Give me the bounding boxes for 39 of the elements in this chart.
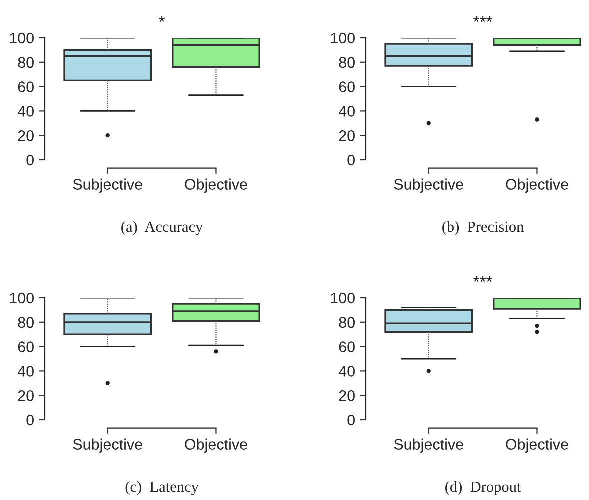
y-tick-label: 40 <box>18 366 34 377</box>
y-tick-label: 100 <box>331 292 355 304</box>
y-tick-label: 80 <box>18 57 34 68</box>
x-tick-label: Objective <box>185 178 248 193</box>
y-tick-label: 0 <box>348 154 355 166</box>
y-tick-label: 0 <box>348 414 355 426</box>
y-tick-label: 60 <box>339 342 355 352</box>
text: (a) Accuracy <box>122 221 204 236</box>
y-tick-label: 20 <box>18 130 34 142</box>
y-tick-label: 40 <box>18 106 34 117</box>
y-tick-label: 80 <box>339 57 355 68</box>
y-tick-label: 0 <box>26 414 34 426</box>
x-tick-label: Subjective <box>394 438 464 453</box>
x-tick-label: Objective <box>506 438 568 453</box>
y-tick-label: 60 <box>18 342 34 352</box>
y-tick-label: 60 <box>18 82 34 92</box>
x-tick-label: Objective <box>506 178 568 193</box>
y-tick-label: 100 <box>331 32 355 44</box>
x-tick-label: Subjective <box>394 178 464 193</box>
x-tick-label: Objective <box>185 438 248 453</box>
x-tick-label: Subjective <box>73 178 142 193</box>
y-tick-label: 100 <box>10 292 34 304</box>
y-tick-label: 60 <box>339 82 355 92</box>
y-tick-label: 100 <box>10 32 34 44</box>
y-tick-label: 80 <box>339 317 355 328</box>
y-tick-label: 20 <box>339 390 355 402</box>
text: (d) Dropout <box>446 481 522 496</box>
text: *** <box>474 276 493 282</box>
y-tick-label: 40 <box>338 366 355 377</box>
text: (c) Latency <box>126 481 199 496</box>
text: *** <box>474 16 493 22</box>
x-tick-label: Subjective <box>73 438 142 453</box>
y-tick-label: 20 <box>18 390 34 402</box>
y-tick-label: 80 <box>18 317 34 328</box>
y-tick-label: 40 <box>338 106 355 117</box>
text: (b) Precision <box>442 221 524 236</box>
y-tick-label: 20 <box>339 130 355 142</box>
y-tick-label: 0 <box>26 154 34 166</box>
text: * <box>159 16 166 22</box>
